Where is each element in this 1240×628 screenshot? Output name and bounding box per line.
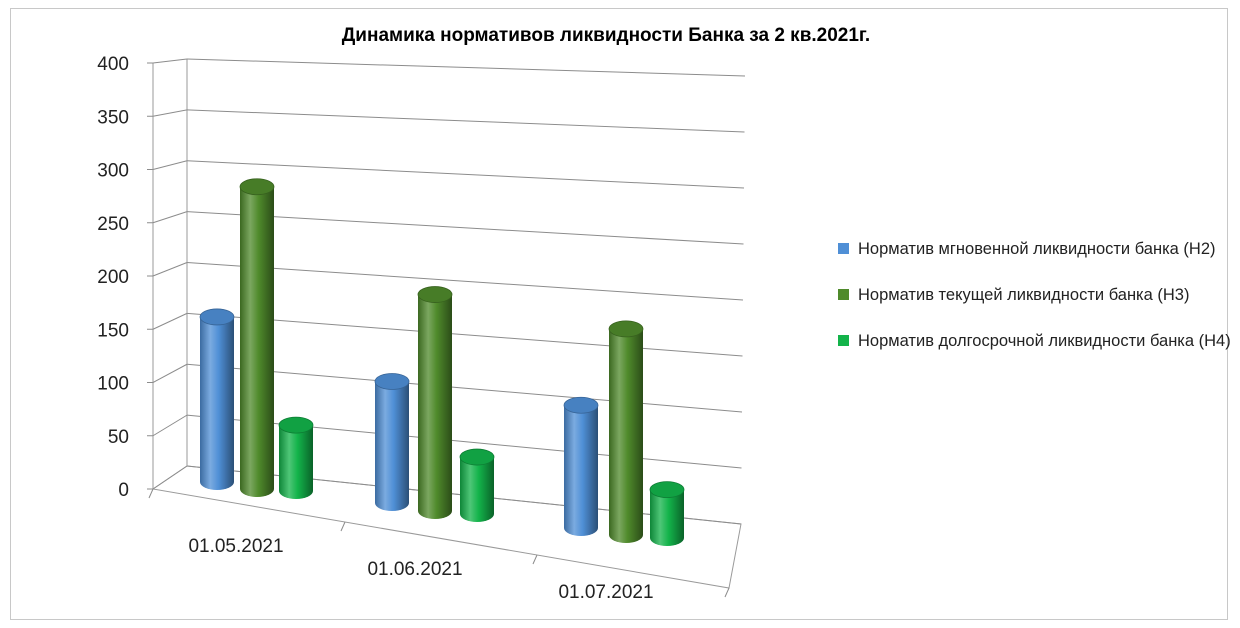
x-tick-label: 01.05.2021 — [188, 536, 283, 557]
y-tick-label: 0 — [118, 480, 129, 501]
x-tick-label: 01.06.2021 — [367, 559, 462, 580]
bar — [199, 308, 235, 490]
gridline — [186, 312, 743, 357]
y-tick-label: 100 — [97, 374, 129, 395]
legend-item-h4: Норматив долгосрочной ликвидности банка … — [838, 329, 1238, 353]
bar-top — [417, 286, 453, 303]
legend-item-h3: Норматив текущей ликвидности банка (Н3) — [838, 283, 1238, 307]
bar — [374, 373, 410, 511]
bar-body — [240, 186, 274, 497]
gridline — [186, 160, 745, 189]
bar-top — [459, 448, 495, 466]
legend-label-h2: Норматив мгновенной ликвидности банка (Н… — [858, 240, 1216, 258]
chart-title: Динамика нормативов ликвидности Банка за… — [342, 25, 870, 46]
bar — [278, 416, 314, 499]
legend-swatch-h2 — [838, 243, 849, 254]
chart-plot: Динамика нормативов ликвидности Банка за… — [97, 25, 870, 603]
bar-body — [279, 425, 313, 499]
bar — [649, 481, 685, 546]
bar-body — [200, 316, 234, 490]
gridline-side — [152, 363, 188, 383]
bar-top — [374, 373, 410, 390]
y-tick-label: 250 — [97, 214, 129, 235]
legend-label-h4: Норматив долгосрочной ликвидности банка … — [858, 332, 1231, 350]
bar-body — [564, 405, 598, 536]
bar-body — [418, 294, 452, 519]
gridline-side — [152, 312, 188, 330]
x-tick-mark — [148, 488, 154, 499]
bar — [563, 396, 599, 536]
x-tick-mark — [340, 521, 346, 532]
legend-swatch-h3 — [838, 289, 849, 300]
bar — [608, 320, 644, 543]
bar-top — [608, 320, 644, 338]
gridline — [186, 211, 744, 245]
bar-top — [199, 308, 235, 326]
gridline-side — [152, 414, 188, 437]
gridline-side — [152, 262, 188, 277]
legend: Норматив мгновенной ликвидности банка (Н… — [838, 237, 1238, 375]
bar — [239, 178, 275, 497]
gridline-side — [152, 58, 188, 64]
x-tick-label: 01.07.2021 — [558, 582, 653, 603]
bar-body — [375, 381, 409, 511]
y-tick-label: 200 — [97, 267, 129, 288]
gridline-side — [152, 109, 188, 117]
bar-body — [650, 489, 684, 546]
bar-top — [563, 396, 599, 414]
gridline — [186, 262, 744, 301]
y-tick-label: 400 — [97, 54, 129, 75]
bar-top — [239, 178, 275, 196]
bar-body — [609, 328, 643, 543]
y-tick-label: 300 — [97, 161, 129, 182]
gridline-side — [152, 465, 188, 490]
bar-top — [649, 481, 685, 499]
y-tick-label: 50 — [108, 427, 129, 448]
chart-frame: Динамика нормативов ликвидности Банка за… — [10, 8, 1231, 620]
gridline — [186, 109, 745, 133]
x-tick-mark — [532, 554, 538, 565]
y-tick-label: 350 — [97, 107, 129, 128]
y-tick-label: 150 — [97, 320, 129, 341]
bar-body — [460, 457, 494, 522]
legend-item-h2: Норматив мгновенной ликвидности банка (Н… — [838, 237, 1238, 261]
gridline — [186, 363, 743, 413]
legend-swatch-h4 — [838, 335, 849, 346]
gridline — [186, 58, 746, 77]
bar — [417, 286, 453, 519]
x-tick-mark — [724, 587, 730, 598]
bar — [459, 448, 495, 522]
legend-label-h3: Норматив текущей ликвидности банка (Н3) — [858, 286, 1190, 304]
bar-top — [278, 416, 314, 434]
gridline-side — [152, 211, 188, 224]
gridline-side — [152, 160, 188, 170]
